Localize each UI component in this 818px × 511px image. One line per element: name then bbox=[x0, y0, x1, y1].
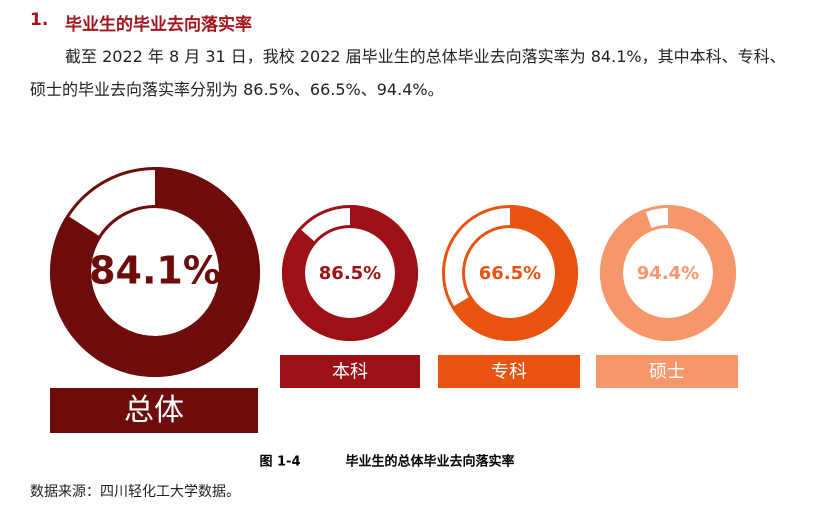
donut-arc bbox=[600, 205, 736, 341]
category-label: 本科 bbox=[332, 362, 368, 383]
donut-label: 94.4% bbox=[637, 263, 699, 284]
heading-number: 1. bbox=[30, 10, 49, 30]
category-box bbox=[596, 355, 738, 388]
category-label: 专科 bbox=[491, 362, 527, 383]
donut-gap bbox=[301, 208, 351, 242]
caption-title: 毕业生的总体毕业去向落实率 bbox=[345, 454, 514, 470]
category-label: 硕士 bbox=[649, 362, 685, 383]
donut-gap bbox=[445, 208, 511, 307]
donut-arc bbox=[50, 167, 260, 377]
donut-gap bbox=[69, 170, 156, 237]
donut-label: 84.1% bbox=[89, 249, 221, 293]
category-label: 总体 bbox=[124, 393, 184, 428]
heading-title: 毕业生的毕业去向落实率 bbox=[65, 15, 252, 35]
category-box bbox=[280, 355, 420, 388]
donut-label: 86.5% bbox=[319, 263, 381, 284]
category-box bbox=[438, 355, 580, 388]
paragraph: 截至 2022 年 8 月 31 日，我校 2022 届毕业生的总体毕业去向落实… bbox=[30, 47, 786, 99]
source: 数据来源：四川轻化工大学数据。 bbox=[30, 484, 240, 500]
donut-arc bbox=[282, 205, 418, 341]
caption-label: 图 1-4 bbox=[259, 455, 300, 470]
donut-arc bbox=[451, 205, 578, 341]
donut-label: 66.5% bbox=[479, 263, 541, 284]
donut-gap bbox=[645, 208, 669, 229]
category-box bbox=[50, 388, 258, 433]
